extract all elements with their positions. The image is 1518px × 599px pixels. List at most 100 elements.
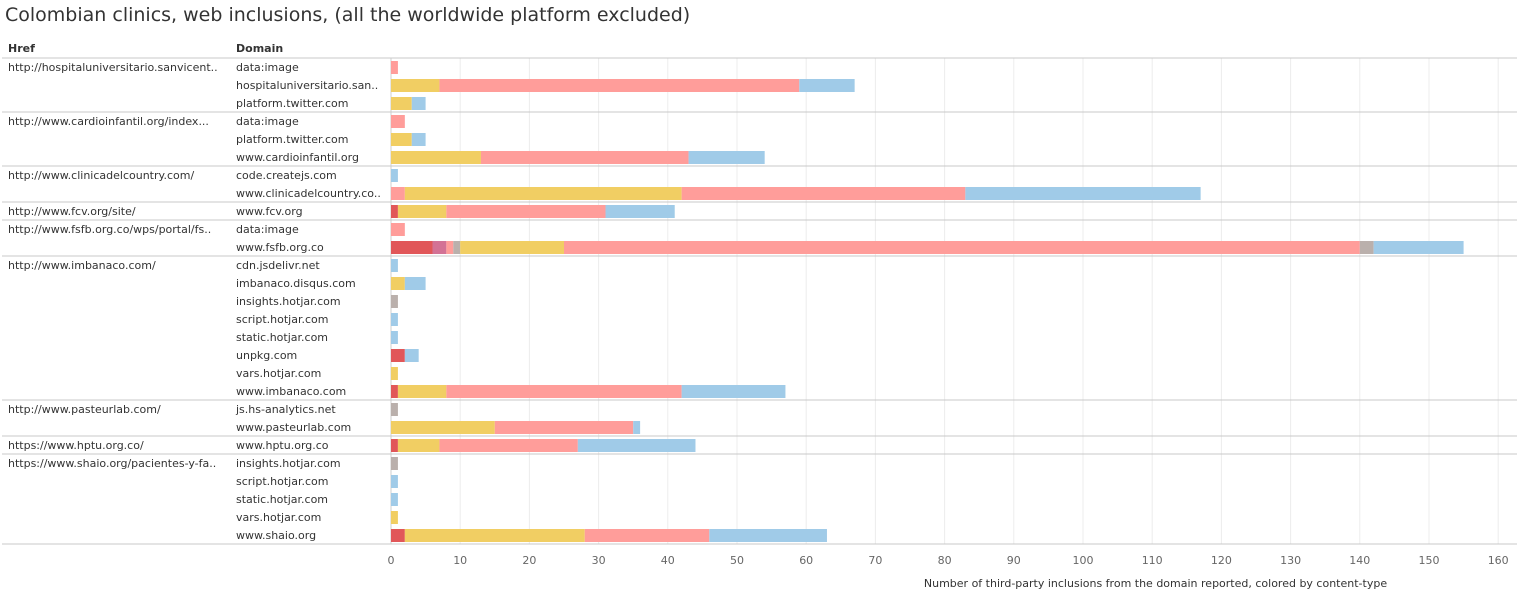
domain-label: data:image xyxy=(236,223,299,236)
bar-segment xyxy=(391,403,398,416)
x-tick-label: 150 xyxy=(1419,554,1440,567)
bar-segment xyxy=(446,385,682,398)
x-axis-title: Number of third-party inclusions from th… xyxy=(924,577,1387,590)
domain-label: www.imbanaco.com xyxy=(236,385,346,398)
bar-segment xyxy=(404,187,682,200)
domain-label: www.pasteurlab.com xyxy=(236,421,351,434)
domain-label: code.createjs.com xyxy=(236,169,337,182)
bar-segment xyxy=(1373,241,1464,254)
x-tick-label: 80 xyxy=(938,554,952,567)
x-tick-label: 130 xyxy=(1280,554,1301,567)
bar-segment xyxy=(460,241,564,254)
bar-segment xyxy=(453,241,461,254)
href-label: http://www.clinicadelcountry.com/ xyxy=(8,169,194,182)
bar-segment xyxy=(681,187,966,200)
bar-segment xyxy=(564,241,1360,254)
href-label: http://www.fcv.org/site/ xyxy=(8,205,136,218)
bar-segment xyxy=(965,187,1201,200)
domain-label: static.hotjar.com xyxy=(236,493,328,506)
bar-segment xyxy=(397,385,447,398)
bar-segment xyxy=(605,205,675,218)
x-tick-label: 10 xyxy=(453,554,467,567)
href-label: http://www.fsfb.org.co/wps/portal/fs.. xyxy=(8,223,211,236)
x-tick-label: 160 xyxy=(1488,554,1509,567)
domain-label: www.hptu.org.co xyxy=(236,439,329,452)
domain-label: imbanaco.disqus.com xyxy=(236,277,356,290)
bar-segment xyxy=(1359,241,1374,254)
bar-segment xyxy=(391,277,405,290)
bar-segment xyxy=(391,205,398,218)
x-tick-label: 140 xyxy=(1349,554,1370,567)
domain-label: unpkg.com xyxy=(236,349,297,362)
bar-segment xyxy=(411,97,426,110)
bar-segment xyxy=(404,277,426,290)
domain-label: www.fcv.org xyxy=(236,205,303,218)
href-label: https://www.shaio.org/pacientes-y-fa.. xyxy=(8,457,216,470)
bar-segment xyxy=(446,241,454,254)
bar-segment xyxy=(404,349,419,362)
bar-segment xyxy=(391,79,440,92)
x-tick-label: 110 xyxy=(1142,554,1163,567)
bar-segment xyxy=(391,241,433,254)
domain-label: platform.twitter.com xyxy=(236,133,349,146)
bar-segment xyxy=(391,493,398,506)
bar-segment xyxy=(391,61,398,74)
bar-segment xyxy=(391,367,398,380)
bar-segment xyxy=(391,169,398,182)
bar-segment xyxy=(391,529,405,542)
domain-label: script.hotjar.com xyxy=(236,475,328,488)
bar-segment xyxy=(391,439,398,452)
domain-label: platform.twitter.com xyxy=(236,97,349,110)
bar-segment xyxy=(411,133,426,146)
bar-segment xyxy=(494,421,634,434)
chart-title: Colombian clinics, web inclusions, (all … xyxy=(5,4,691,26)
bar-segment xyxy=(439,79,800,92)
bar-segment xyxy=(404,529,585,542)
domain-label: js.hs-analytics.net xyxy=(235,403,336,416)
bar-segment xyxy=(391,187,405,200)
domain-label: www.fsfb.org.co xyxy=(236,241,324,254)
bar-segment xyxy=(391,133,412,146)
x-tick-label: 40 xyxy=(661,554,675,567)
domain-label: www.shaio.org xyxy=(236,529,316,542)
bar-segment xyxy=(391,313,398,326)
bar-segment xyxy=(799,79,855,92)
bar-segment xyxy=(577,439,696,452)
domain-label: insights.hotjar.com xyxy=(236,295,341,308)
bar-segment xyxy=(391,349,405,362)
x-tick-label: 120 xyxy=(1211,554,1232,567)
x-tick-label: 30 xyxy=(592,554,606,567)
bar-segment xyxy=(391,457,398,470)
x-tick-label: 20 xyxy=(522,554,536,567)
href-label: https://www.hptu.org.co/ xyxy=(8,439,144,452)
x-tick-label: 50 xyxy=(730,554,744,567)
bar-segment xyxy=(391,475,398,488)
x-tick-label: 60 xyxy=(799,554,813,567)
href-label: http://www.cardioinfantil.org/index... xyxy=(8,115,209,128)
href-label: http://hospitaluniversitario.sanvicent.. xyxy=(8,61,218,74)
domain-label: vars.hotjar.com xyxy=(236,511,321,524)
bar-segment xyxy=(446,205,606,218)
bar-segment xyxy=(391,331,398,344)
bar-segment xyxy=(480,151,689,164)
bar-segment xyxy=(391,97,412,110)
bar-segment xyxy=(391,151,481,164)
href-label: http://www.imbanaco.com/ xyxy=(8,259,156,272)
bar-segment xyxy=(391,259,398,272)
domain-label: data:image xyxy=(236,115,299,128)
x-tick-label: 0 xyxy=(388,554,395,567)
bar-segment xyxy=(391,385,398,398)
x-tick-label: 90 xyxy=(1007,554,1021,567)
x-tick-label: 70 xyxy=(868,554,882,567)
domain-label: cdn.jsdelivr.net xyxy=(236,259,320,272)
bar-segment xyxy=(681,385,786,398)
domain-label: www.cardioinfantil.org xyxy=(236,151,359,164)
x-tick-label: 100 xyxy=(1073,554,1094,567)
bar-segment xyxy=(584,529,710,542)
domain-column-header: Domain xyxy=(236,42,284,55)
domain-label: www.clinicadelcountry.co.. xyxy=(236,187,381,200)
bar-segment xyxy=(633,421,641,434)
bar-segment xyxy=(397,205,447,218)
bar-segment xyxy=(709,529,827,542)
